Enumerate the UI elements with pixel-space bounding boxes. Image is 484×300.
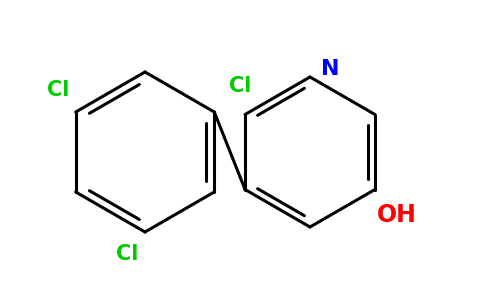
Text: Cl: Cl <box>229 76 251 97</box>
Text: Cl: Cl <box>46 80 69 100</box>
Text: OH: OH <box>377 202 417 226</box>
Text: N: N <box>321 59 339 79</box>
Text: Cl: Cl <box>116 244 138 264</box>
